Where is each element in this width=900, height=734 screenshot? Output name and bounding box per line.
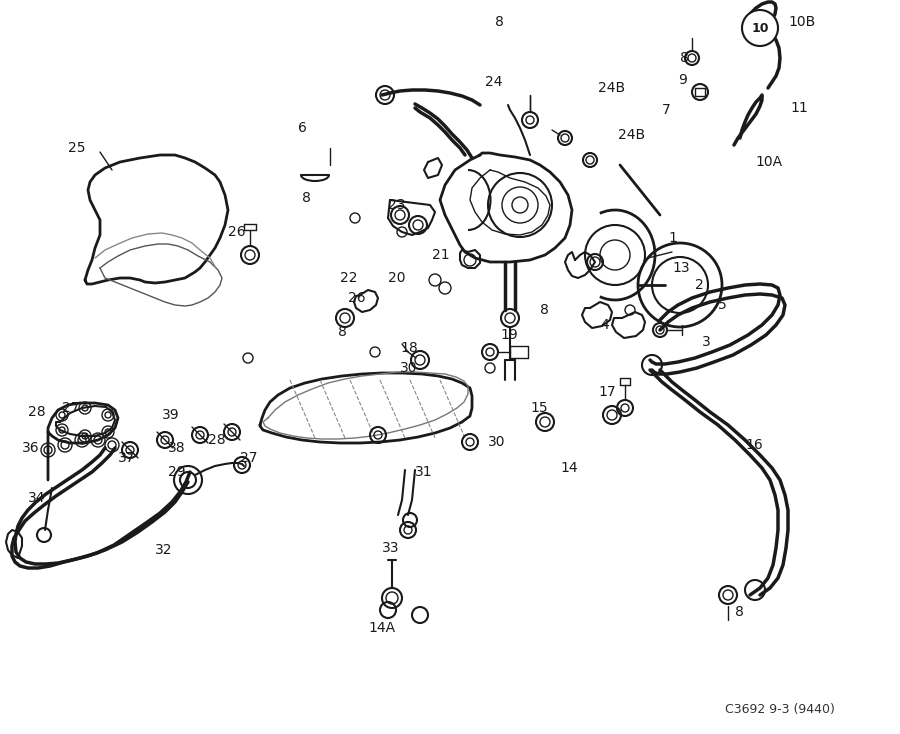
Text: 30: 30 xyxy=(488,435,506,449)
Text: 25: 25 xyxy=(68,141,86,155)
Text: 10A: 10A xyxy=(755,155,782,169)
Text: 8: 8 xyxy=(735,605,744,619)
Text: 3: 3 xyxy=(702,335,711,349)
Text: 26: 26 xyxy=(228,225,246,239)
Text: 8: 8 xyxy=(540,303,549,317)
Text: 27: 27 xyxy=(62,401,79,415)
Text: 24: 24 xyxy=(485,75,502,89)
Text: 21: 21 xyxy=(432,248,450,262)
Text: 28: 28 xyxy=(208,433,226,447)
Text: 9: 9 xyxy=(678,73,687,87)
Text: 8: 8 xyxy=(302,191,310,205)
Text: 7: 7 xyxy=(662,103,670,117)
Text: 8: 8 xyxy=(680,51,688,65)
Text: 22: 22 xyxy=(340,271,357,285)
Text: 14A: 14A xyxy=(368,621,395,635)
Text: 8: 8 xyxy=(338,325,346,339)
Text: 1: 1 xyxy=(668,231,677,245)
Text: 29: 29 xyxy=(168,465,185,479)
Text: 14: 14 xyxy=(560,461,578,475)
Circle shape xyxy=(742,10,778,46)
Text: 15: 15 xyxy=(530,401,547,415)
Text: 39: 39 xyxy=(162,408,180,422)
Text: 20: 20 xyxy=(388,271,406,285)
Text: 23: 23 xyxy=(388,198,406,212)
Text: 10B: 10B xyxy=(788,15,815,29)
Text: 27: 27 xyxy=(240,451,257,465)
Text: 24B: 24B xyxy=(618,128,645,142)
Text: 32: 32 xyxy=(155,543,173,557)
Text: 6: 6 xyxy=(298,121,307,135)
Text: 19: 19 xyxy=(500,328,518,342)
Text: 11: 11 xyxy=(790,101,808,115)
Text: 33: 33 xyxy=(382,541,400,555)
Text: C3692 9-3 (9440): C3692 9-3 (9440) xyxy=(725,703,835,716)
Text: 24B: 24B xyxy=(598,81,626,95)
Text: 36: 36 xyxy=(22,441,40,455)
Text: 18: 18 xyxy=(400,341,418,355)
Text: 2: 2 xyxy=(695,278,704,292)
Text: 13: 13 xyxy=(672,261,689,275)
Text: 28: 28 xyxy=(28,405,46,419)
Text: 4: 4 xyxy=(600,318,608,332)
Text: 10: 10 xyxy=(752,21,769,34)
Text: 31: 31 xyxy=(415,465,433,479)
Text: 34: 34 xyxy=(28,491,46,505)
Text: 17: 17 xyxy=(598,385,616,399)
Text: 26: 26 xyxy=(348,291,365,305)
Text: 30: 30 xyxy=(400,361,418,375)
Text: 38: 38 xyxy=(168,441,185,455)
Text: 5: 5 xyxy=(718,298,727,312)
Text: 8: 8 xyxy=(495,15,504,29)
Text: 16: 16 xyxy=(745,438,763,452)
Text: 37: 37 xyxy=(118,451,136,465)
